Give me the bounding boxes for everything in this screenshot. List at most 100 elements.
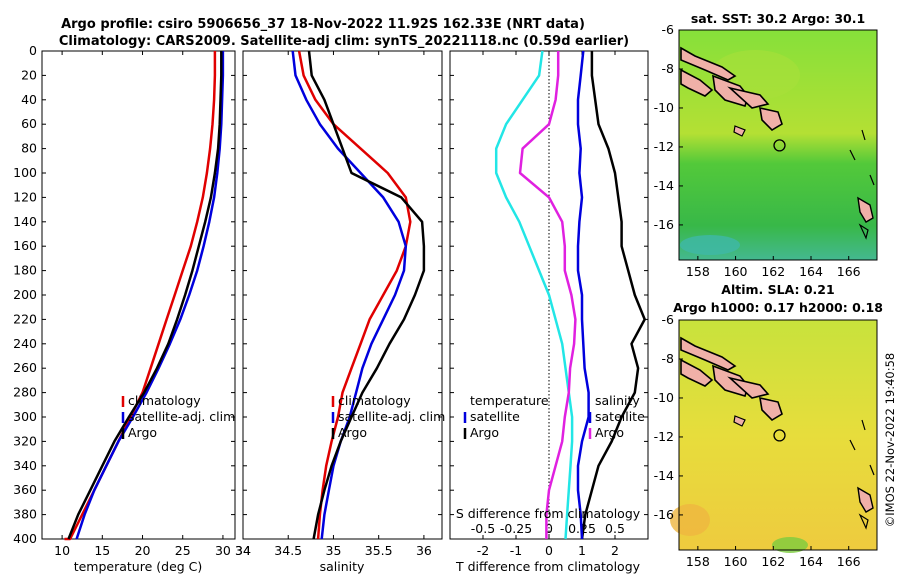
s-tick-label: -0.5: [471, 521, 495, 536]
map-y-tick-label: -16: [654, 507, 674, 522]
island-shape: [759, 106, 783, 132]
y-tick-label: 140: [13, 214, 37, 229]
sst-map-frame: [678, 29, 878, 261]
legend-s-satellite: satellite: [595, 409, 645, 424]
map-y-tick-label: -12: [654, 139, 674, 154]
x-tick-label: 2: [611, 543, 619, 558]
difference-panel: -2 -1 0 1 2-0.5 -0.25 0 0.25 0.5 temperature sat…: [449, 50, 649, 574]
series-line-argo: [67, 51, 223, 540]
y-tick-label: 360: [13, 482, 37, 497]
sst-map-panel: sat. SST: 30.2 Argo: 30.1 158 160 162 164 16…: [654, 11, 878, 279]
island-shape: [759, 396, 783, 422]
sla-map-ticks: 158 160 162 164 166 -6 -8 -10 -12 -14 -16: [654, 312, 861, 569]
series-line-s-argo: [518, 51, 577, 539]
island-shape: [680, 358, 714, 387]
legend-t-satellite: satellite: [470, 409, 520, 424]
argo-position-marker: [773, 429, 786, 442]
map-x-tick-label: 166: [837, 554, 861, 569]
sst-coastline: [680, 46, 875, 240]
temperature-ticks: 0 20 40 60 80 100 120 140 160 180 200 220 240 260 280 3…: [13, 43, 235, 558]
island-shape: [680, 336, 737, 371]
legend-temperature: temperature: [470, 393, 549, 408]
island-shape: [712, 74, 749, 107]
x-tick-label: 15: [94, 543, 110, 558]
map-y-tick-label: -14: [654, 178, 674, 193]
x-tick-label: 35: [326, 543, 342, 558]
y-tick-label: 300: [13, 409, 37, 424]
series-line-climatology: [297, 50, 412, 540]
temperature-axes: [41, 50, 236, 540]
island-shape: [727, 86, 770, 109]
island-shape: [727, 376, 770, 399]
island-shape: [680, 68, 714, 97]
series-line-t-satellite: [494, 50, 574, 540]
sst-map-title: sat. SST: 30.2 Argo: 30.1: [691, 11, 865, 26]
island-shape: [857, 486, 874, 513]
sla-map-panel: Altim. SLA: 0.21 Argo h1000: 0.17 h2000:…: [654, 282, 883, 569]
y-tick-label: 100: [13, 165, 37, 180]
sst-cool-patch: [680, 235, 740, 255]
temperature-xlabel: temperature (deg C): [74, 559, 203, 574]
y-tick-label: 160: [13, 238, 37, 253]
y-tick-label: 120: [13, 189, 37, 204]
x-tick-label: 10: [54, 543, 70, 558]
island-shape: [733, 415, 746, 427]
x-tick-label: -1: [510, 543, 522, 558]
salinity-axes: [242, 50, 443, 540]
map-x-tick-label: 160: [724, 264, 748, 279]
x-tick-label: -2: [477, 543, 489, 558]
x-tick-label: 36: [416, 543, 432, 558]
map-y-tick-label: -6: [662, 22, 675, 37]
x-tick-label: 35.5: [365, 543, 393, 558]
y-tick-label: 220: [13, 311, 37, 326]
difference-lines: [494, 50, 646, 540]
y-tick-label: 240: [13, 336, 37, 351]
map-y-tick-label: -16: [654, 217, 674, 232]
reef-marks: [849, 129, 875, 186]
sla-low-patch: [772, 537, 808, 553]
legend-satellite: satellite-adj. clim: [338, 409, 445, 424]
island-shape: [733, 125, 746, 137]
y-tick-label: 280: [13, 385, 37, 400]
series-line-s-satellite: [576, 50, 590, 540]
sla-map-title-line2: Argo h1000: 0.17 h2000: 0.18: [673, 300, 883, 315]
salinity-xlabel: salinity: [320, 559, 365, 574]
y-tick-label: 380: [13, 507, 37, 522]
y-tick-label: 20: [21, 67, 37, 82]
legend-climatology: climatology: [338, 393, 411, 408]
difference-legend: temperature satellite Argo salinity sate…: [463, 393, 645, 440]
map-y-tick-label: -8: [662, 351, 675, 366]
map-y-tick-label: -10: [654, 390, 674, 405]
map-y-tick-label: -6: [662, 312, 675, 327]
x-tick-label: 25: [175, 543, 191, 558]
sla-high-patch: [670, 504, 710, 536]
temperature-panel: 0 20 40 60 80 100 120 140 160 180 200 220 240 260 280 3…: [13, 43, 236, 574]
x-tick-label: 30: [215, 543, 231, 558]
salinity-legend: climatology satellite-adj. clim Argo: [331, 393, 445, 440]
y-tick-label: 60: [21, 116, 37, 131]
island-shape: [680, 46, 737, 81]
legend-s-argo: Argo: [595, 425, 624, 440]
y-tick-label: 40: [21, 92, 37, 107]
map-x-tick-label: 160: [724, 554, 748, 569]
x-tick-label: 1: [578, 543, 586, 558]
salinity-lines: [291, 50, 426, 540]
x-tick-label: 20: [135, 543, 151, 558]
sla-coastline: [680, 336, 875, 530]
series-line-t-argo: [580, 51, 646, 540]
x-tick-label: 34.5: [274, 543, 302, 558]
map-y-tick-label: -10: [654, 100, 674, 115]
argo-position-marker: [773, 139, 786, 152]
sst-map-ticks: 158 160 162 164 166 -6 -8 -10 -12 -14 -16: [654, 22, 861, 279]
sla-map-frame: [678, 319, 878, 551]
legend-salinity: salinity: [595, 393, 640, 408]
legend-satellite: satellite-adj. clim: [128, 409, 235, 424]
temperature-lines: [64, 51, 225, 541]
s-tick-label: -0.25: [500, 521, 532, 536]
y-tick-label: 0: [29, 43, 37, 58]
t-difference-xlabel: T difference from climatology: [455, 559, 641, 574]
x-tick-label: 34: [235, 543, 251, 558]
map-y-tick-label: -8: [662, 61, 675, 76]
